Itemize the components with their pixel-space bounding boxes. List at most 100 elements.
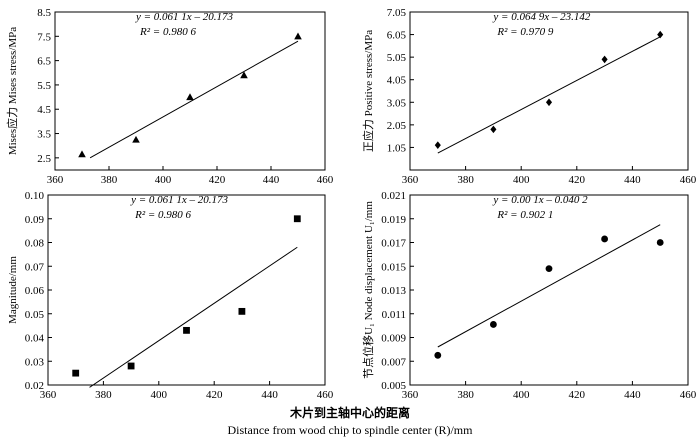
x-tick-label: 440 (263, 174, 280, 186)
y-tick-label: 0.005 (381, 380, 406, 392)
y-tick-label: 3.05 (387, 97, 407, 109)
x-tick-label: 360 (47, 174, 64, 186)
y-tick-label: 0.021 (381, 190, 406, 202)
y-tick-label: 0.06 (25, 285, 45, 297)
y-tick-label: 0.08 (25, 238, 45, 250)
y-tick-label: 0.007 (381, 356, 406, 368)
y-tick-label: 8.5 (37, 7, 51, 19)
regression-equation: y = 0.064 9x – 23.142 (492, 11, 590, 23)
x-tick-label: 400 (155, 174, 172, 186)
data-point-diamond (657, 30, 664, 39)
y-tick-label: 5.05 (387, 52, 407, 64)
trend-line (89, 40, 299, 159)
x-tick-label: 460 (680, 389, 697, 401)
data-point-triangle (294, 32, 302, 40)
data-point-square (72, 369, 80, 377)
x-tick-label: 440 (624, 174, 641, 186)
r-squared: R² = 0.902 1 (496, 209, 553, 221)
y-tick-label: 3.5 (37, 129, 51, 141)
x-tick-label: 460 (317, 389, 334, 401)
y-tick-label: 0.02 (25, 380, 44, 392)
y-tick-label: 0.07 (25, 261, 45, 273)
data-point-square (127, 362, 135, 370)
data-point-triangle (132, 135, 140, 143)
r-squared: R² = 0.970 9 (496, 26, 553, 38)
x-tick-label: 380 (95, 389, 112, 401)
r-squared: R² = 0.980 6 (139, 26, 196, 38)
y-tick-label: 0.05 (25, 309, 45, 321)
y-tick-label: 0.011 (382, 309, 406, 321)
y-tick-label: 2.5 (37, 153, 51, 165)
x-tick-label: 360 (402, 389, 419, 401)
x-tick-label: 360 (40, 389, 57, 401)
data-point-diamond (601, 55, 608, 64)
y-tick-label: 0.03 (25, 356, 45, 368)
data-point-square (238, 307, 246, 315)
data-point-diamond (545, 98, 553, 107)
x-tick-label: 440 (261, 389, 278, 401)
data-point-circle (490, 321, 497, 328)
y-axis-label: 节点位移U₁ Node displacement U₁/mm (361, 201, 375, 379)
data-point-square (183, 326, 190, 334)
x-tick-label: 460 (317, 174, 334, 186)
data-point-triangle (186, 93, 194, 101)
x-tick-label: 400 (513, 389, 530, 401)
x-tick-label: 380 (457, 389, 474, 401)
x-tick-label: 400 (513, 174, 530, 186)
y-tick-label: 0.09 (25, 214, 45, 226)
chart-panel-3: 360 380 400 420 440 460 0.02 0.03 0.04 0.05 0.06 0.… (7, 190, 334, 401)
data-point-triangle (240, 71, 248, 79)
y-tick-label: 6.05 (387, 30, 407, 42)
y-tick-label: 4.5 (37, 104, 51, 116)
y-tick-label: 0.017 (381, 238, 406, 250)
y-tick-label: 7.5 (37, 31, 51, 43)
y-tick-label: 1.05 (387, 142, 407, 154)
x-tick-label: 440 (624, 389, 641, 401)
y-tick-label: 7.05 (387, 7, 407, 19)
x-tick-label: 380 (457, 174, 474, 186)
chart-panel-1: 360 380 400 420 440 460 2.5 3.5 4.5 5.5 6.5 7.5 8.5 M… (5, 7, 334, 186)
y-tick-label: 5.5 (37, 80, 51, 92)
chart-panel-2: 360 380 400 420 440 460 1.05 2.05 3.05 4.05 5.05 6.… (361, 7, 697, 186)
y-tick-label: 0.10 (25, 190, 45, 202)
regression-equation: y = 0.061 1x – 20.173 (135, 11, 233, 23)
data-point-diamond (490, 125, 497, 134)
x-tick-label: 360 (402, 174, 419, 186)
y-tick-label: 0.019 (381, 214, 406, 226)
plot-frame (54, 11, 326, 171)
x-tick-label: 380 (101, 174, 118, 186)
y-tick-label: 2.05 (387, 120, 407, 132)
y-tick-label: 4.05 (387, 75, 407, 87)
y-axis-label: Mises应力 Mises stress/MPa (5, 27, 19, 155)
chart-panel-4: 360 380 400 420 440 460 0.005 0.007 0.009 0.011 0.… (361, 190, 697, 401)
x-tick-label: 420 (569, 389, 586, 401)
y-tick-label: 0.015 (381, 261, 406, 273)
x-tick-label: 420 (569, 174, 586, 186)
data-point-circle (656, 239, 664, 246)
plot-frame (409, 194, 689, 386)
plot-frame (409, 11, 689, 171)
trend-line (89, 246, 298, 388)
regression-equation: y = 0.00 1x – 0.040 2 (492, 194, 588, 206)
plot-frame (47, 194, 326, 386)
y-tick-label: 6.5 (37, 56, 51, 68)
y-tick-label: 0.04 (25, 333, 45, 345)
y-axis-label: Magnitude/mm (7, 256, 19, 324)
y-tick-label: 0.009 (381, 333, 406, 345)
x-tick-label: 420 (206, 389, 223, 401)
data-point-circle (434, 351, 442, 359)
trend-line (437, 36, 661, 154)
data-point-triangle (78, 150, 86, 158)
y-axis-label: 正应力 Positive stress/MPa (361, 30, 375, 152)
trend-line (437, 224, 661, 348)
x-tick-label: 460 (680, 174, 697, 186)
y-tick-label: 0.013 (381, 285, 406, 297)
regression-equation: y = 0.061 1x – 20.173 (130, 194, 228, 206)
r-squared: R² = 0.980 6 (134, 209, 191, 221)
x-tick-label: 420 (209, 174, 226, 186)
x-tick-label: 400 (151, 389, 168, 401)
data-point-circle (601, 235, 608, 243)
x-axis-caption-chinese: 木片到主轴中心的距离 (289, 406, 410, 420)
data-point-circle (545, 265, 553, 273)
